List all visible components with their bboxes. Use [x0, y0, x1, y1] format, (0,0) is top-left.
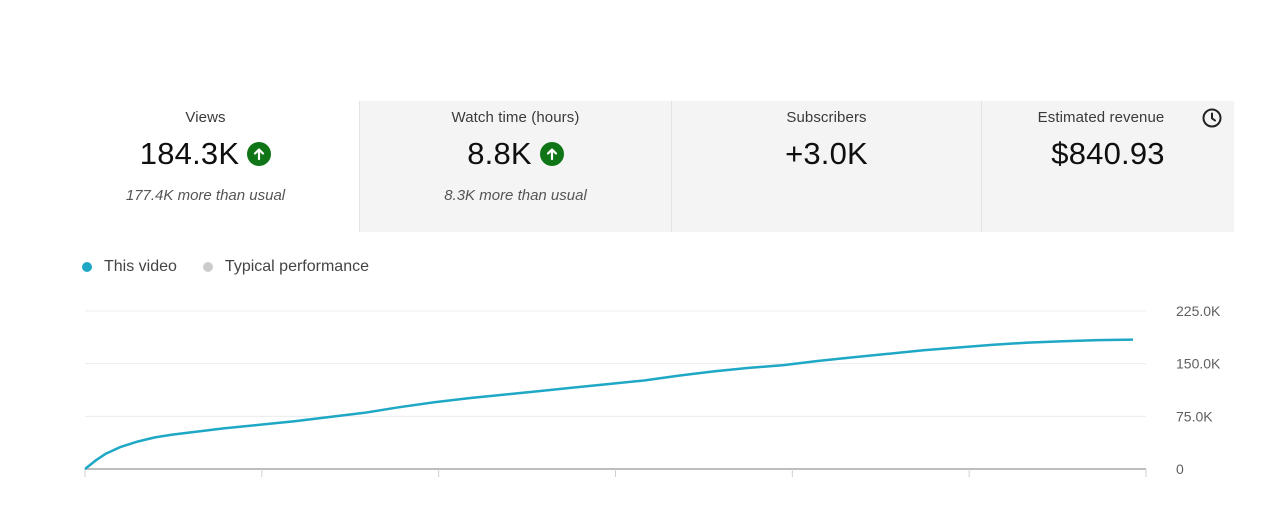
legend-dot [202, 262, 213, 272]
chart-legend: This video Typical performance [82, 258, 369, 276]
tab-label: Subscribers [786, 109, 867, 126]
arrow-up-icon [247, 142, 272, 166]
views-line-chart[interactable]: 225.0K 150.0K 75.0K 0 [0, 290, 1265, 490]
tab-value: $840.93 [1051, 136, 1165, 171]
legend-this-video[interactable]: This video [82, 258, 177, 276]
tab-watch-time[interactable]: Watch time (hours) 8.8K 8.3K more than u… [359, 101, 671, 232]
y-tick-label: 150.0K [1176, 356, 1221, 372]
y-tick-label: 0 [1176, 461, 1184, 477]
y-tick-label: 75.0K [1176, 408, 1213, 424]
tab-value: 184.3K [139, 136, 240, 171]
legend-dot [82, 262, 92, 272]
y-tick-label: 225.0K [1176, 303, 1221, 319]
tab-value: 8.8K [467, 136, 532, 171]
tab-views[interactable]: Views 184.3K 177.4K more than usual [52, 101, 359, 232]
tab-note: 8.3K more than usual [444, 187, 587, 204]
tab-value: +3.0K [785, 136, 868, 171]
tab-label: Views [185, 109, 226, 126]
tab-estimated-revenue[interactable]: Estimated revenue $840.93 [981, 101, 1234, 232]
legend-label: Typical performance [224, 258, 369, 275]
tab-label: Estimated revenue [1037, 109, 1165, 126]
legend-typical-performance[interactable]: Typical performance [202, 258, 369, 276]
legend-label: This video [104, 258, 177, 275]
tab-subscribers[interactable]: Subscribers +3.0K [671, 101, 981, 232]
tab-note: 177.4K more than usual [125, 187, 286, 204]
metric-tabs: Views 184.3K 177.4K more than usual Watc… [52, 101, 1234, 232]
tab-label: Watch time (hours) [451, 109, 580, 126]
arrow-up-icon [539, 142, 564, 166]
clock-icon [1201, 107, 1223, 129]
series-line-this-video[interactable] [84, 338, 1134, 470]
